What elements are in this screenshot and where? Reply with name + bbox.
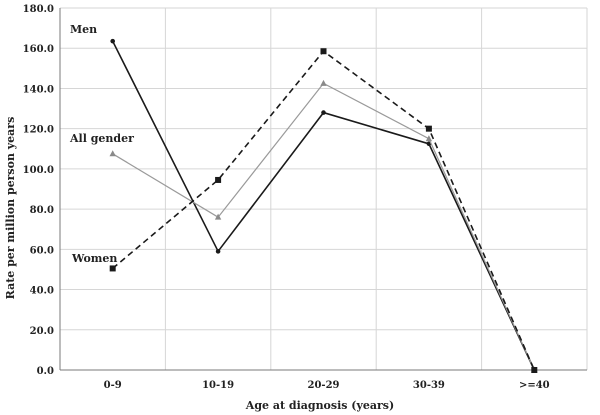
- data-point-men: [321, 110, 326, 115]
- y-tick-labels: 0.0 20.0 40.0 60.0 80.0 100.0 120.0 140.0 160.0 1…: [23, 4, 54, 377]
- series-lines: [109, 38, 538, 373]
- y-tick-label: 120.0: [23, 125, 54, 136]
- series-labels: Men All gender Women: [69, 23, 134, 265]
- series-line-women: [112, 50, 536, 371]
- data-point-women: [109, 265, 116, 272]
- gridlines: [60, 7, 588, 370]
- y-axis-title: Rate per million person years: [4, 117, 17, 300]
- data-point-women: [531, 367, 538, 373]
- y-tick-label: 140.0: [23, 84, 54, 95]
- data-point-men: [110, 38, 115, 44]
- x-tick-label: >=40: [519, 380, 550, 391]
- data-point-women: [215, 176, 222, 183]
- y-tick-label: 20.0: [30, 326, 54, 337]
- x-tick-labels: 0-9 10-19 20-29 30-39 >=40: [104, 380, 550, 391]
- data-point-women: [320, 48, 327, 55]
- series-label-men: Men: [70, 23, 97, 36]
- y-tick-label: 180.0: [23, 4, 54, 15]
- y-tick-label: 80.0: [30, 205, 54, 216]
- data-point-all-gender: [214, 213, 222, 220]
- x-tick-label: 0-9: [104, 380, 122, 391]
- series-label-women: Women: [71, 252, 117, 265]
- series-label-all-gender: All gender: [69, 132, 134, 145]
- x-axis-title: Age at diagnosis (years): [245, 399, 394, 412]
- data-point-women: [425, 125, 432, 132]
- y-tick-label: 40.0: [30, 286, 54, 297]
- axes: [59, 8, 587, 371]
- data-point-all-gender: [320, 79, 327, 86]
- y-tick-label: 0.0: [37, 366, 54, 377]
- x-tick-label: 20-29: [308, 380, 340, 391]
- series-line-men: [111, 40, 536, 371]
- y-tick-label: 160.0: [23, 44, 54, 55]
- data-point-all-gender: [425, 135, 433, 142]
- x-tick-label: 30-39: [413, 380, 445, 391]
- data-point-all-gender: [109, 150, 116, 157]
- y-tick-label: 100.0: [23, 165, 54, 176]
- data-point-men: [215, 249, 221, 254]
- x-tick-label: 10-19: [202, 380, 234, 391]
- y-tick-label: 60.0: [30, 245, 54, 256]
